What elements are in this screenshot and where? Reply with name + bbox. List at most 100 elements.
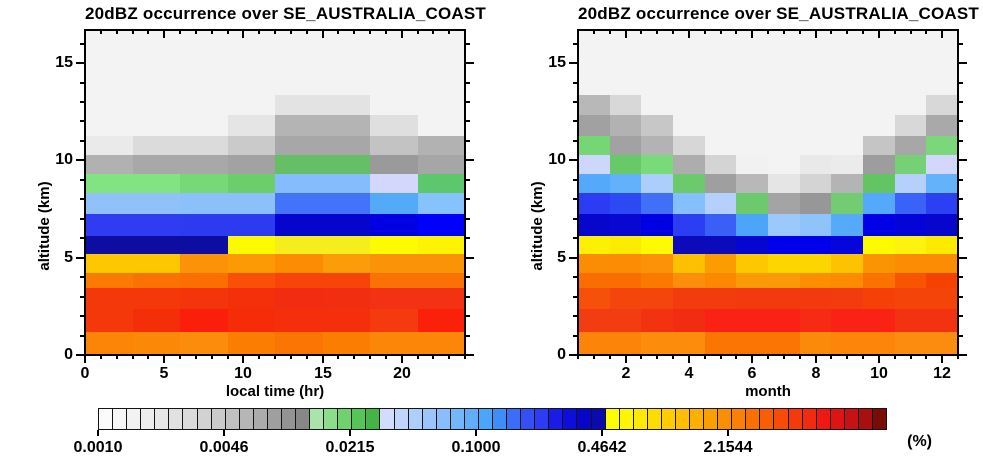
heatmap-cell — [926, 309, 958, 332]
heatmap-cell — [926, 115, 958, 136]
heatmap-cell — [85, 288, 133, 309]
heatmap-cell — [275, 332, 323, 355]
colorbar-cell — [816, 408, 831, 430]
x-axis-tick — [116, 30, 118, 34]
heatmap-cell — [228, 155, 275, 174]
x-axis-tick — [640, 30, 642, 34]
heatmap-cell — [641, 155, 673, 174]
y-axis-tick — [466, 120, 470, 122]
x-axis-tick — [227, 30, 229, 34]
y-axis-tick — [76, 257, 84, 259]
colorbar-cell — [731, 408, 746, 430]
heatmap-cell — [768, 236, 800, 254]
colorbar-cell — [450, 408, 465, 430]
y-axis-tick — [959, 101, 963, 103]
heatmap-cell — [275, 95, 323, 115]
heatmap-cell — [180, 155, 228, 174]
y-axis-tick — [466, 62, 474, 64]
heatmap-cell — [275, 115, 323, 136]
x-axis-tick — [735, 30, 737, 34]
colorbar-cell — [337, 408, 352, 430]
x-axis-tick — [751, 355, 753, 363]
heatmap-cell — [831, 174, 863, 193]
y-axis-tick — [573, 276, 577, 278]
colorbar-tick — [475, 430, 477, 436]
x-axis-tick — [290, 355, 292, 359]
colorbar-cell — [534, 408, 549, 430]
y-axis-tick — [80, 101, 84, 103]
colorbar-cell — [365, 408, 380, 430]
heatmap-cell — [831, 155, 863, 174]
y-axis-tick — [80, 296, 84, 298]
heatmap-cell — [768, 254, 800, 273]
heatmap-cell — [736, 288, 768, 309]
x-axis-tick — [894, 355, 896, 359]
x-axis-tick — [100, 355, 102, 359]
x-axis-tick — [227, 355, 229, 359]
heatmap-cell — [418, 288, 465, 309]
heatmap-cell — [85, 136, 133, 155]
x-tick-label: 0 — [80, 365, 90, 382]
x-axis-tick — [242, 355, 244, 363]
x-axis-tick — [910, 30, 912, 34]
x-axis-tick — [815, 355, 817, 363]
y-axis-tick — [466, 82, 470, 84]
heatmap-cell — [736, 254, 768, 273]
x-axis-tick — [163, 30, 165, 38]
x-axis-tick — [704, 355, 706, 359]
y-axis-tick — [466, 140, 470, 142]
colorbar-tick — [349, 430, 351, 436]
y-axis-tick — [80, 82, 84, 84]
heatmap-cell — [323, 273, 370, 288]
heatmap-cell — [863, 332, 895, 355]
left-plot-title: 20dBZ occurrence over SE_AUSTRALIA_COAST — [85, 4, 486, 23]
heatmap-cell — [133, 155, 180, 174]
x-axis-tick — [432, 30, 434, 34]
heatmap-cell — [768, 193, 800, 214]
colorbar-cell — [788, 408, 803, 430]
x-axis-tick — [448, 355, 450, 359]
heatmap-cell — [641, 193, 673, 214]
colorbar-cell — [844, 408, 859, 430]
colorbar-cell — [759, 408, 774, 430]
y-axis-tick — [466, 218, 470, 220]
heatmap-cell — [370, 115, 418, 136]
x-axis-tick — [179, 30, 181, 34]
x-axis-tick — [720, 30, 722, 34]
heatmap-cell — [370, 193, 418, 214]
heatmap-cell — [736, 236, 768, 254]
x-tick-label: 5 — [159, 365, 169, 382]
heatmap-cell — [275, 214, 323, 236]
y-axis-tick — [80, 218, 84, 220]
heatmap-cell — [641, 174, 673, 193]
heatmap-cell — [673, 236, 705, 254]
heatmap-cell — [418, 214, 465, 236]
colorbar-cell — [506, 408, 521, 430]
heatmap-cell — [800, 254, 831, 273]
heatmap-cell — [85, 214, 133, 236]
heatmap-cell — [85, 254, 133, 273]
colorbar-cell — [773, 408, 789, 430]
heatmap-cell — [578, 254, 610, 273]
heatmap-cell — [926, 174, 958, 193]
heatmap-cell — [641, 288, 673, 309]
x-axis-tick — [258, 355, 260, 359]
x-axis-tick — [735, 355, 737, 359]
y-axis-tick — [573, 218, 577, 220]
y-axis-tick — [959, 159, 967, 161]
heatmap-cell — [228, 193, 275, 214]
heatmap-cell — [275, 254, 323, 273]
x-axis-tick — [593, 30, 595, 34]
heatmap-cell — [275, 309, 323, 332]
y-axis-tick — [80, 276, 84, 278]
y-axis-tick — [76, 159, 84, 161]
heatmap-cell — [926, 193, 958, 214]
x-axis-tick — [369, 30, 371, 34]
heatmap-cell — [578, 136, 610, 155]
x-axis-tick — [846, 30, 848, 34]
heatmap-cell — [831, 193, 863, 214]
heatmap-cell — [673, 254, 705, 273]
x-axis-tick — [322, 355, 324, 363]
heatmap-cell — [736, 155, 768, 174]
